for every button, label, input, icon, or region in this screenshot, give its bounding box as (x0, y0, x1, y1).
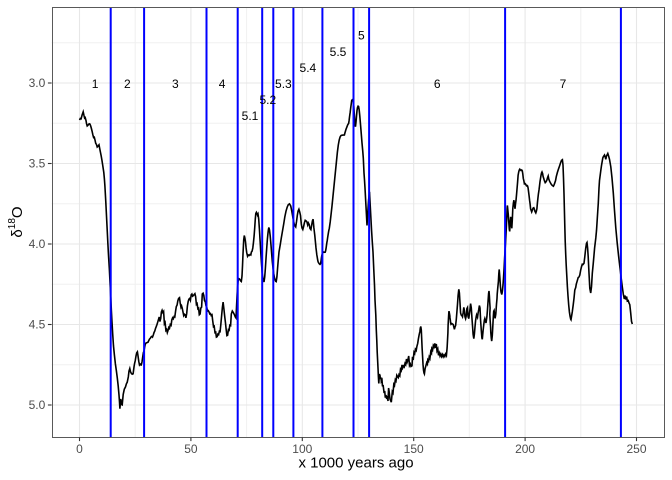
svg-text:200: 200 (515, 442, 535, 456)
svg-text:5.0: 5.0 (29, 398, 46, 412)
svg-text:3: 3 (172, 77, 179, 91)
svg-text:5.1: 5.1 (242, 109, 259, 123)
svg-text:2: 2 (124, 77, 131, 91)
svg-text:4.5: 4.5 (29, 318, 46, 332)
svg-text:150: 150 (404, 442, 424, 456)
svg-text:4.0: 4.0 (29, 237, 46, 251)
svg-text:1: 1 (92, 77, 99, 91)
svg-text:4: 4 (219, 77, 226, 91)
svg-text:3.5: 3.5 (29, 157, 46, 171)
svg-text:50: 50 (184, 442, 198, 456)
svg-text:5.3: 5.3 (275, 77, 292, 91)
svg-text:3.0: 3.0 (29, 76, 46, 90)
svg-text:5.5: 5.5 (330, 45, 347, 59)
svg-text:100: 100 (292, 442, 312, 456)
svg-text:0: 0 (76, 442, 83, 456)
svg-text:5.2: 5.2 (259, 93, 276, 107)
svg-text:250: 250 (626, 442, 646, 456)
svg-text:5.4: 5.4 (300, 61, 317, 75)
svg-text:7: 7 (560, 77, 567, 91)
svg-text:5: 5 (358, 29, 365, 43)
svg-text:6: 6 (434, 77, 441, 91)
svg-text:δ18O: δ18O (7, 206, 26, 237)
svg-text:x 1000 years ago: x 1000 years ago (298, 454, 413, 471)
